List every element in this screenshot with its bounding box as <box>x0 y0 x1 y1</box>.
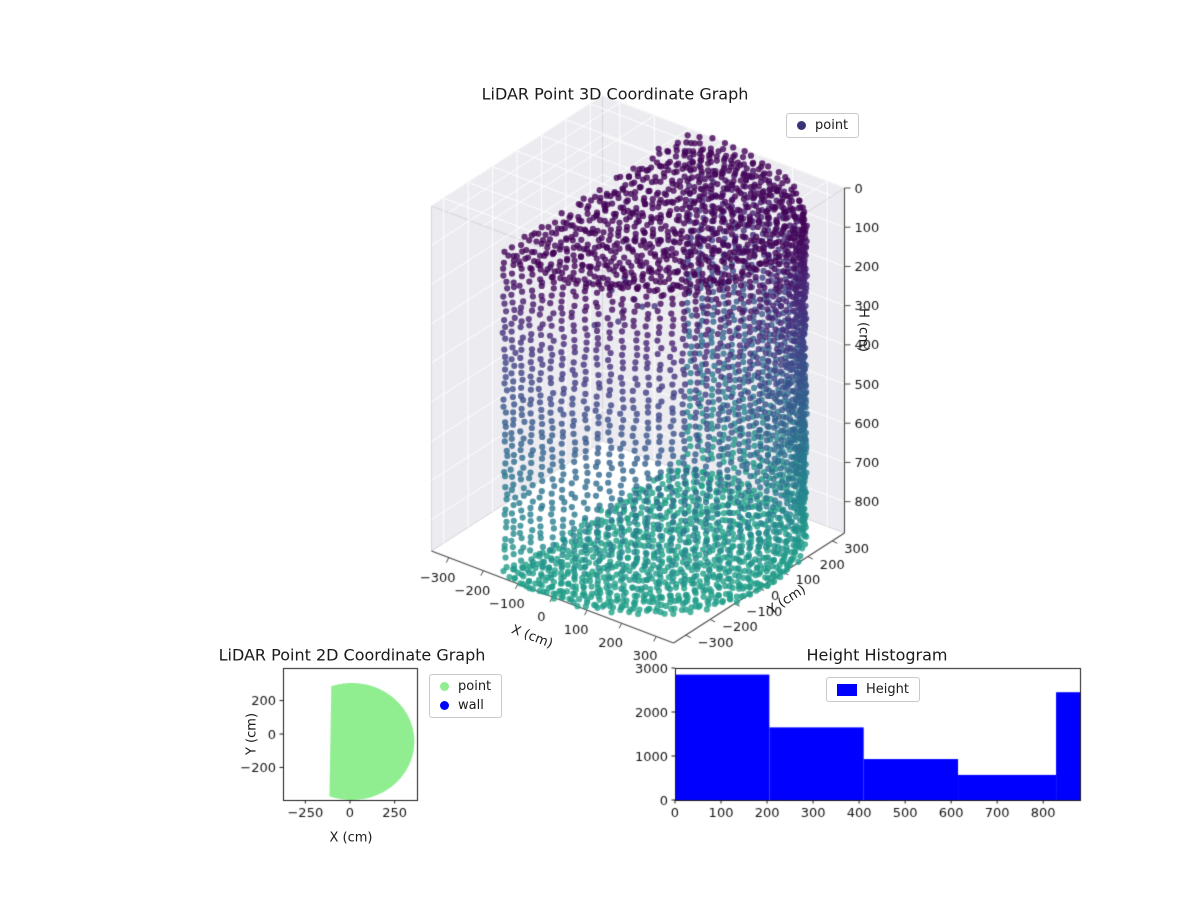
plot3d-legend-label: point <box>815 118 849 133</box>
plot2d-title: LiDAR Point 2D Coordinate Graph <box>218 645 486 665</box>
plot2d-legend-entry-wall: wall <box>440 698 491 713</box>
plot2d-xlabel: X (cm) <box>329 830 373 846</box>
point-marker-icon <box>440 682 449 691</box>
plot2d-legend-entry-point: point <box>440 679 491 694</box>
height-swatch-icon <box>837 683 857 696</box>
plot3d-title: LiDAR Point 3D Coordinate Graph <box>481 84 749 104</box>
histogram-legend-entry-height: Height <box>837 682 909 697</box>
histogram-title: Height Histogram <box>806 645 948 665</box>
histogram-legend: Height <box>826 677 920 702</box>
plot2d-ylabel: Y (cm) <box>244 712 260 756</box>
plot3d-zlabel: H (cm) <box>855 308 871 352</box>
plot2d-legend-label-point: point <box>458 679 492 694</box>
point-marker-icon <box>797 121 806 130</box>
plot2d-legend-label-wall: wall <box>458 698 484 713</box>
plot2d-legend: point wall <box>429 674 503 718</box>
histogram-legend-label: Height <box>866 682 909 697</box>
plot3d-legend: point <box>786 113 860 138</box>
wall-marker-icon <box>440 701 449 710</box>
plot3d-legend-entry-point: point <box>797 118 848 133</box>
